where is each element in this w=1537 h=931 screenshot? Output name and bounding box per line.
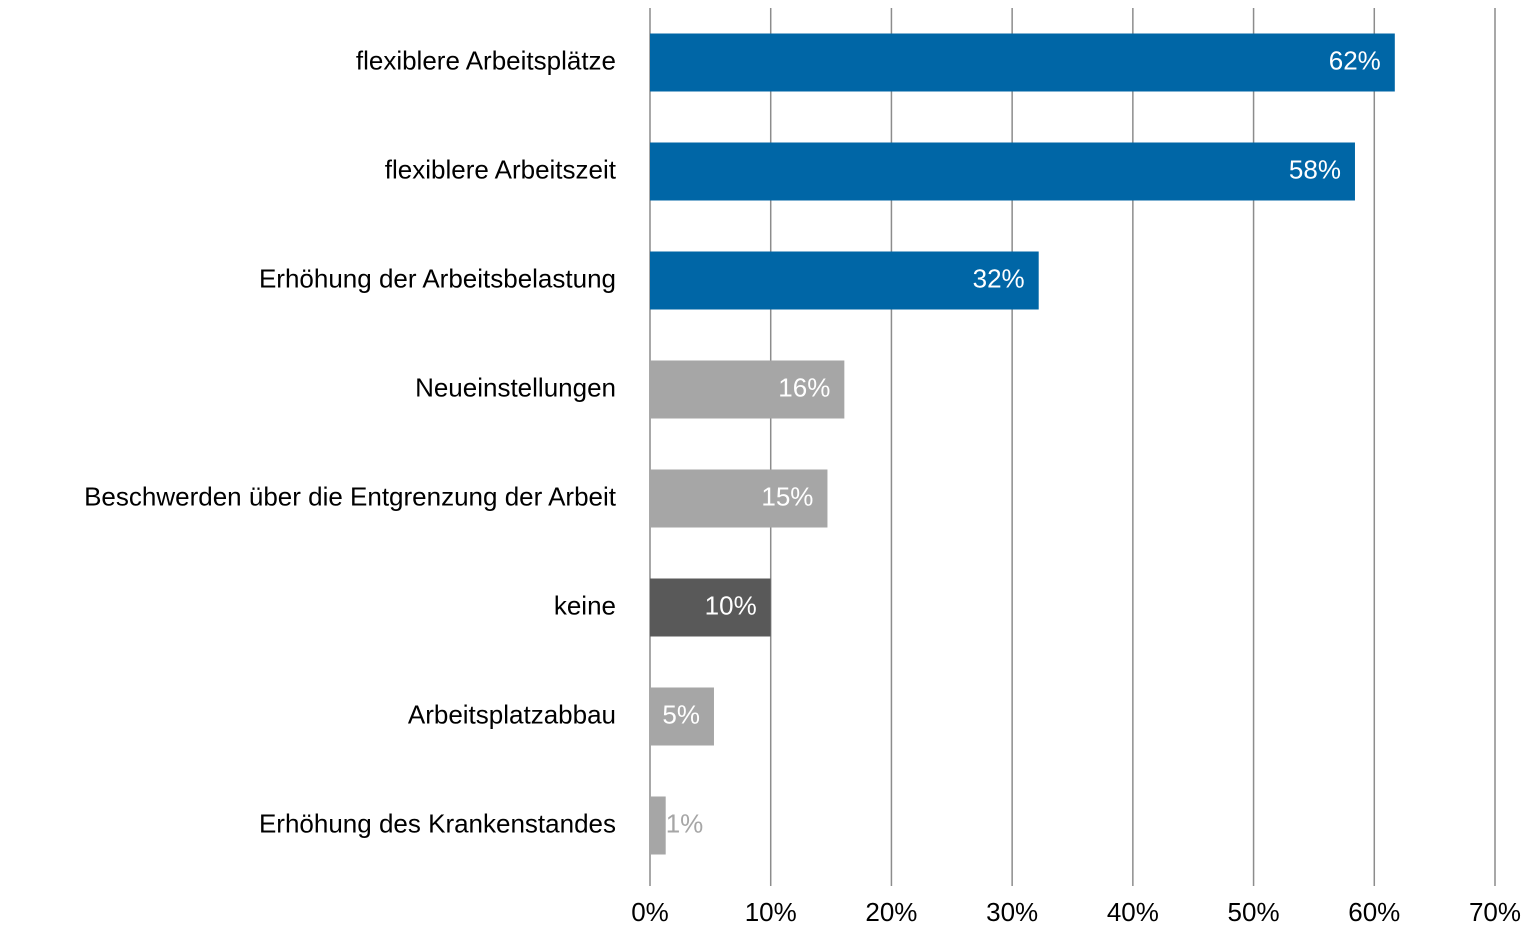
category-label: Beschwerden über die Entgrenzung der Arb… bbox=[84, 481, 617, 511]
bar bbox=[650, 360, 845, 419]
x-tick-label: 0% bbox=[631, 897, 669, 926]
value-label: 15% bbox=[761, 481, 813, 511]
category-label: keine bbox=[554, 590, 616, 620]
category-label: flexiblere Arbeitsplätze bbox=[356, 45, 616, 75]
value-label: 32% bbox=[973, 263, 1025, 293]
bar bbox=[650, 687, 714, 746]
bar bbox=[650, 578, 771, 637]
category-label: flexiblere Arbeitszeit bbox=[385, 154, 617, 184]
category-label: Neueinstellungen bbox=[415, 372, 616, 402]
value-label: 62% bbox=[1329, 45, 1381, 75]
value-label: 10% bbox=[705, 590, 757, 620]
category-label: Erhöhung des Krankenstandes bbox=[259, 808, 616, 838]
x-tick-label: 10% bbox=[745, 897, 797, 926]
bar bbox=[650, 33, 1395, 92]
bar bbox=[650, 469, 828, 528]
value-label: 5% bbox=[662, 699, 700, 729]
x-tick-label: 40% bbox=[1107, 897, 1159, 926]
bar bbox=[650, 796, 666, 855]
x-tick-label: 70% bbox=[1469, 897, 1521, 926]
bar bbox=[650, 251, 1039, 310]
x-tick-label: 30% bbox=[986, 897, 1038, 926]
category-label: Erhöhung der Arbeitsbelastung bbox=[259, 263, 616, 293]
value-label: 16% bbox=[778, 372, 830, 402]
x-tick-label: 20% bbox=[865, 897, 917, 926]
value-label: 1% bbox=[666, 808, 704, 838]
x-tick-label: 60% bbox=[1348, 897, 1400, 926]
value-label: 58% bbox=[1289, 154, 1341, 184]
category-label: Arbeitsplatzabbau bbox=[408, 699, 616, 729]
bar bbox=[650, 142, 1355, 201]
x-tick-label: 50% bbox=[1228, 897, 1280, 926]
